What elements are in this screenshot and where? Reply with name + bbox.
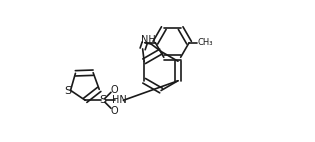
Text: CH₃: CH₃: [198, 38, 214, 47]
Text: O: O: [111, 106, 118, 116]
Text: HN: HN: [112, 95, 126, 105]
Text: S: S: [64, 86, 72, 96]
Text: O: O: [111, 85, 118, 95]
Text: S: S: [100, 95, 106, 105]
Text: NH: NH: [141, 36, 156, 45]
